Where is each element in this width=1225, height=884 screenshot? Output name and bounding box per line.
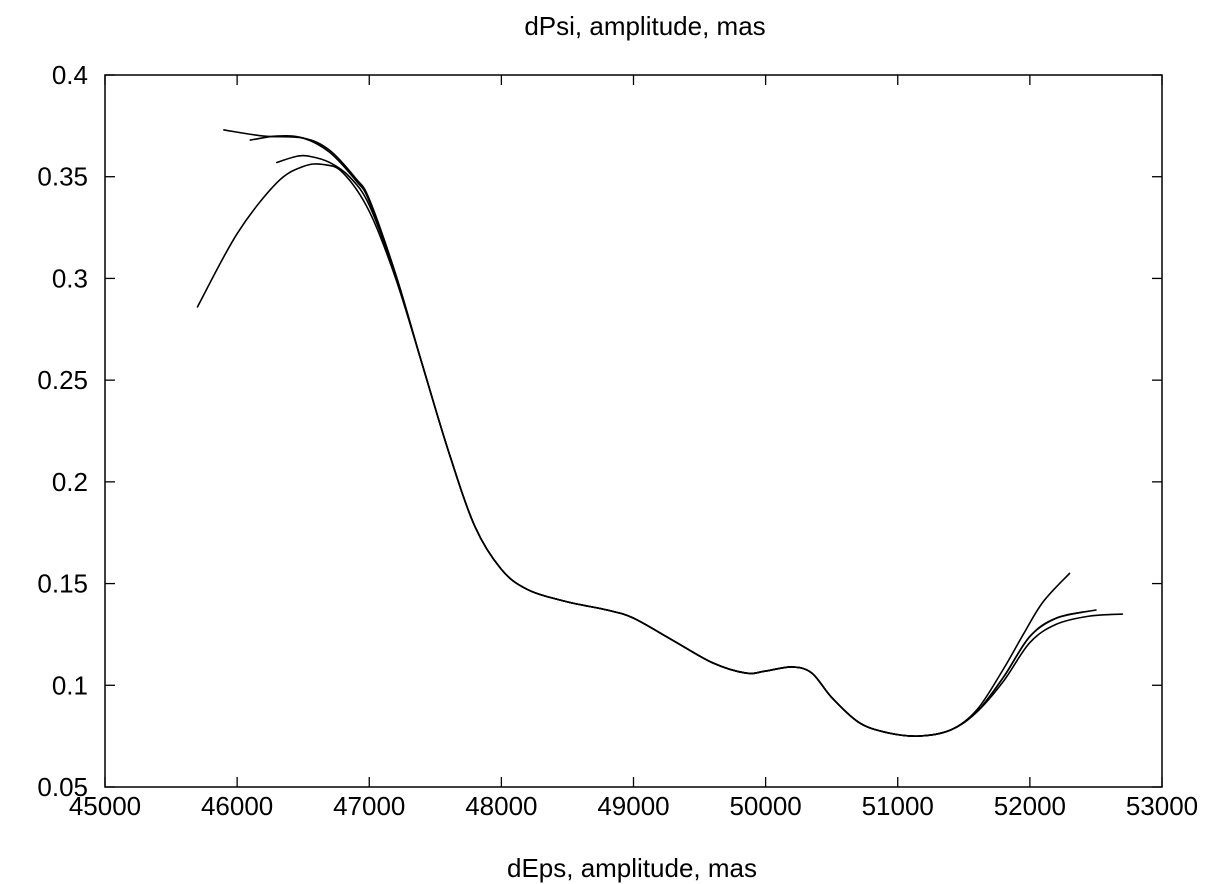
plot-frame [104, 74, 1163, 788]
y-tick-label: 0.4 [52, 60, 88, 90]
series-group [196, 129, 1124, 737]
x-tick-label: 47000 [333, 791, 405, 821]
x-tick-label: 45000 [69, 791, 141, 821]
x-tick-label: 46000 [201, 791, 273, 821]
x-tick-label: 49000 [597, 791, 669, 821]
x-tick-label: 52000 [994, 791, 1066, 821]
x-axis-label: dEps, amplitude, mas [507, 853, 757, 883]
y-tick-label: 0.15 [37, 569, 88, 599]
series-line-1 [196, 163, 1124, 737]
x-tick-label: 51000 [862, 791, 934, 821]
y-tick-label: 0.05 [37, 772, 88, 802]
y-tick-label: 0.35 [37, 162, 88, 192]
x-tick-label: 50000 [729, 791, 801, 821]
y-tick-label: 0.25 [37, 365, 88, 395]
x-tick-label: 48000 [465, 791, 537, 821]
x-tick-label: 53000 [1126, 791, 1198, 821]
y-tick-label: 0.3 [52, 263, 88, 293]
y-tick-label: 0.2 [52, 467, 88, 497]
chart-title: dPsi, amplitude, mas [524, 11, 765, 41]
series-line-4 [223, 129, 1071, 737]
y-tick-label: 0.1 [52, 670, 88, 700]
axis-ticks: 45000 46000 47000 48000 49000 50000 51000 52000… [37, 60, 1198, 821]
